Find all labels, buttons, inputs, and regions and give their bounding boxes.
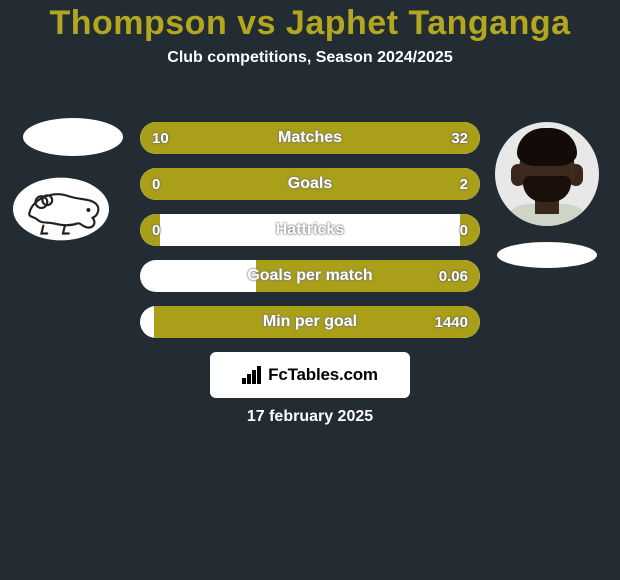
stat-bar: 0 Hattricks 0 <box>140 214 480 246</box>
fctables-logo: FcTables.com <box>210 352 410 398</box>
logo-text: FcTables.com <box>268 365 378 385</box>
stat-bar: Goals per match 0.06 <box>140 260 480 292</box>
stat-bars: 10 Matches 32 0 Goals 2 0 Hattricks 0 Go… <box>140 122 480 352</box>
stat-right-value: 2 <box>460 168 468 200</box>
stat-label: Hattricks <box>140 214 480 246</box>
stat-bar: 0 Goals 2 <box>140 168 480 200</box>
player-right-club-placeholder <box>497 242 597 268</box>
page-title: Thompson vs Japhet Tanganga <box>0 0 620 43</box>
stat-right-value: 0.06 <box>439 260 468 292</box>
player-right-column <box>486 122 608 268</box>
subtitle: Club competitions, Season 2024/2025 <box>0 49 620 67</box>
player-right-avatar <box>495 122 599 226</box>
stat-right-value: 1440 <box>435 306 468 338</box>
stat-label: Goals <box>140 168 480 200</box>
stat-label: Min per goal <box>140 306 480 338</box>
player-left-avatar-placeholder <box>23 118 123 156</box>
stat-label: Matches <box>140 122 480 154</box>
stat-bar: 10 Matches 32 <box>140 122 480 154</box>
comparison-card: Thompson vs Japhet Tanganga Club competi… <box>0 0 620 580</box>
bar-chart-icon <box>242 366 264 384</box>
stat-right-value: 32 <box>451 122 468 154</box>
player-left-column <box>12 118 134 247</box>
stat-label: Goals per match <box>140 260 480 292</box>
stat-right-value: 0 <box>460 214 468 246</box>
date-label: 17 february 2025 <box>0 408 620 426</box>
stat-bar: Min per goal 1440 <box>140 306 480 338</box>
derby-ram-badge-icon <box>12 176 110 242</box>
